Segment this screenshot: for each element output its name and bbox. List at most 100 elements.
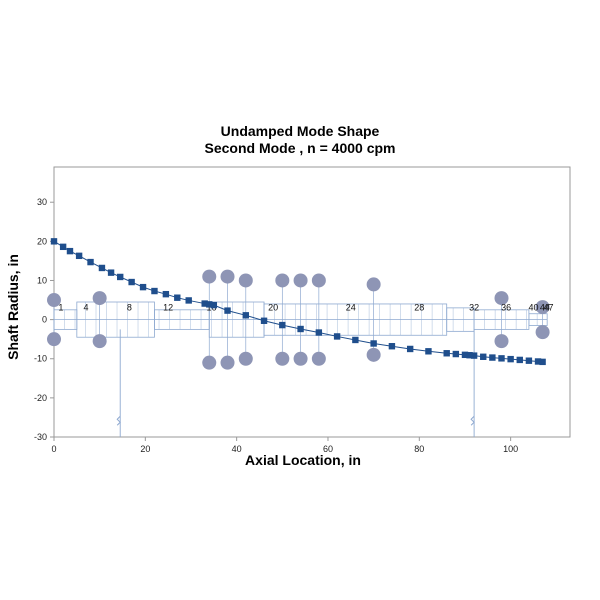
mode-shape-point	[534, 358, 542, 365]
bearing-top	[92, 291, 107, 306]
y-axis-label: Shaft Radius, in	[5, 254, 21, 360]
bearing-bottom	[535, 325, 550, 340]
bearing-bottom	[238, 351, 253, 366]
y-tick-label: 20	[37, 236, 47, 246]
mode-shape-point	[489, 354, 496, 361]
x-tick-label: 20	[140, 444, 150, 454]
mode-shape-point	[66, 247, 74, 255]
mode-shape-point	[388, 343, 396, 350]
mode-shape-point	[466, 352, 473, 359]
bearing-top	[311, 273, 326, 288]
mode-shape-point	[461, 351, 469, 359]
mode-shape-point	[452, 350, 460, 358]
mode-shape-point	[75, 252, 83, 260]
bearing-bottom	[47, 332, 61, 347]
bearing-top	[202, 269, 217, 284]
bearing-bottom	[311, 351, 326, 366]
x-tick-label: 0	[51, 444, 56, 454]
mode-shape-point	[525, 357, 533, 364]
axes-layer: -30 -20 -10 0 10 20 30 0 20 40 60 80 100	[34, 166, 571, 454]
station-label: 28	[414, 303, 424, 313]
station-label: 40	[528, 303, 538, 313]
y-tick-label: -10	[34, 354, 47, 364]
mode-shape-point	[242, 312, 249, 319]
bearing-bottom	[366, 347, 381, 362]
chart-subtitle-line: Second Mode , n = 4000 cpm	[204, 140, 396, 156]
y-tick-label: 30	[37, 197, 47, 207]
bearing-top	[366, 277, 381, 292]
station-label: 36	[501, 303, 511, 313]
station-label: 8	[127, 303, 132, 313]
mode-shape-point	[260, 317, 268, 324]
mode-shape-point	[315, 329, 323, 336]
y-tick-label: -20	[34, 393, 47, 403]
bearing-top	[275, 273, 290, 288]
bearing-top	[220, 269, 235, 284]
support-layer	[116, 329, 475, 437]
mode-shape-point	[59, 243, 67, 251]
mode-shape-point	[139, 283, 147, 291]
bearing-top	[47, 293, 61, 308]
shaft-section	[528, 313, 548, 326]
mode-shape-point	[480, 353, 487, 360]
mode-shape-point	[539, 358, 546, 366]
bearing-bottom	[293, 351, 308, 366]
mode-shape-point	[224, 307, 231, 314]
support-break-mark	[116, 415, 121, 426]
mode-shape-point	[443, 350, 450, 357]
mode-shape-point	[425, 348, 432, 355]
y-tick-label: 0	[42, 315, 47, 325]
mode-shape-point	[516, 356, 523, 364]
x-tick-label: 80	[414, 444, 424, 454]
support-break-mark	[470, 415, 475, 426]
mode-shape-point	[498, 355, 505, 362]
mode-shape-point	[98, 264, 106, 272]
mode-shape-point	[50, 238, 58, 245]
y-tick-label: -30	[34, 432, 47, 442]
mode-shape-point	[107, 269, 115, 276]
station-label: 4	[83, 303, 88, 313]
mode-shape-point	[370, 340, 377, 347]
chart-title-line: Undamped Mode Shape	[220, 123, 380, 139]
mode-shape-point	[507, 355, 514, 363]
x-tick-label: 40	[232, 444, 242, 454]
bearing-top	[238, 273, 253, 288]
mode-shape-point	[87, 258, 94, 266]
mode-shape-point	[201, 300, 208, 307]
mode-shape-point	[279, 321, 286, 329]
station-label: 24	[346, 303, 356, 313]
station-label: 44	[540, 303, 550, 313]
chart-title: Undamped Mode Shape Second Mode , n = 40…	[0, 123, 600, 157]
mode-shape-point	[352, 336, 359, 344]
bearing-top	[535, 300, 550, 315]
bearing-bottom	[494, 334, 509, 349]
bearing-bottom	[202, 355, 217, 370]
station-label: 12	[163, 303, 173, 313]
mode-shape-point	[128, 278, 135, 286]
mode-shape-point	[333, 333, 341, 340]
mode-shape-point	[206, 301, 213, 308]
mode-shape-point	[185, 297, 192, 304]
mode-shape-point	[210, 301, 218, 309]
mode-shape-layer	[50, 238, 546, 366]
bearing-bottom	[220, 355, 235, 370]
station-label: 47	[544, 303, 554, 313]
mode-shape-point	[162, 290, 170, 298]
station-label: 20	[268, 303, 278, 313]
bearing-bottom	[275, 351, 290, 366]
bearing-top	[293, 273, 308, 288]
mode-shape-point	[151, 287, 158, 295]
bearing-top	[494, 291, 509, 306]
station-label: 1	[58, 303, 63, 313]
bearing-bottom	[92, 334, 107, 349]
mode-shape-point	[117, 273, 124, 281]
y-tick-label: 10	[37, 275, 47, 285]
x-axis-label: Axial Location, in	[245, 452, 361, 468]
bearing-layer	[47, 269, 550, 370]
mode-shape-point	[470, 352, 478, 359]
x-tick-label: 100	[503, 444, 518, 454]
mode-shape-point	[297, 325, 304, 333]
mode-shape-point	[406, 345, 414, 353]
mode-shape-point	[174, 294, 181, 301]
